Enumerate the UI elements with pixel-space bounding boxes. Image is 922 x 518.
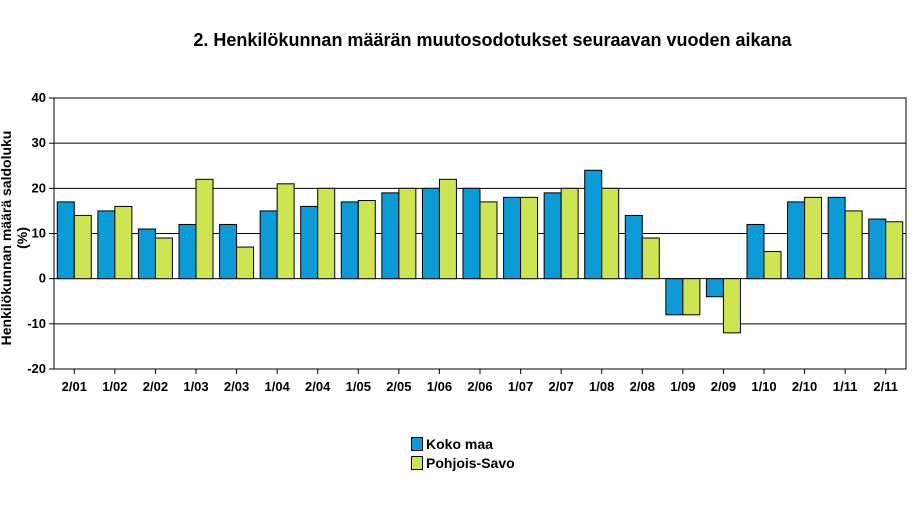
bar-pohjois-savo bbox=[114, 205, 133, 280]
x-tick-label: 1/04 bbox=[264, 379, 290, 394]
bar-pohjois-savo bbox=[844, 210, 863, 280]
bar-koko-maa bbox=[827, 196, 846, 280]
x-tick-label: 2/10 bbox=[792, 379, 817, 394]
bar-pohjois-savo bbox=[154, 237, 173, 280]
x-tick-label: 2/01 bbox=[62, 379, 87, 394]
bar-koko-maa bbox=[381, 192, 400, 280]
x-tick-label: 1/05 bbox=[346, 379, 371, 394]
bar-pohjois-savo bbox=[438, 178, 457, 280]
bar-koko-maa bbox=[340, 201, 359, 280]
bar-pohjois-savo bbox=[682, 278, 701, 316]
y-tick-label: 10 bbox=[32, 226, 46, 241]
bar-pohjois-savo bbox=[885, 221, 904, 280]
bar-koko-maa bbox=[219, 223, 238, 280]
y-tick-label: 40 bbox=[32, 90, 46, 105]
x-tick-label: 2/09 bbox=[711, 379, 736, 394]
bar-pohjois-savo bbox=[195, 178, 214, 280]
bar-koko-maa bbox=[503, 196, 522, 280]
legend-swatch bbox=[411, 455, 423, 470]
bar-koko-maa bbox=[462, 187, 481, 280]
bar-pohjois-savo bbox=[520, 196, 539, 280]
bar-pohjois-savo bbox=[560, 187, 579, 280]
x-tick-label: 1/08 bbox=[589, 379, 614, 394]
bar-koko-maa bbox=[624, 214, 643, 280]
bar-pohjois-savo bbox=[641, 237, 660, 280]
x-tick-label: 2/11 bbox=[873, 379, 898, 394]
bar-pohjois-savo bbox=[804, 196, 823, 280]
x-tick-label: 2/06 bbox=[467, 379, 492, 394]
x-tick-label: 1/06 bbox=[427, 379, 452, 394]
bar-koko-maa bbox=[56, 201, 75, 280]
bar-koko-maa bbox=[421, 187, 440, 280]
bar-pohjois-savo bbox=[398, 187, 417, 280]
bar-koko-maa bbox=[178, 223, 197, 280]
y-tick-label: 30 bbox=[32, 135, 46, 150]
legend-label: Koko maa bbox=[426, 435, 493, 452]
bar-koko-maa bbox=[137, 228, 156, 280]
chart-title: 2. Henkilökunnan määrän muutosodotukset … bbox=[193, 30, 792, 50]
x-tick-label: 1/07 bbox=[508, 379, 533, 394]
legend: Koko maa Pohjois-Savo bbox=[411, 434, 515, 472]
legend-label: Pohjois-Savo bbox=[426, 454, 515, 471]
y-tick-label: -10 bbox=[27, 316, 46, 331]
x-tick-label: 2/04 bbox=[305, 379, 331, 394]
x-tick-label: 2/02 bbox=[143, 379, 168, 394]
x-tick-label: 1/09 bbox=[670, 379, 695, 394]
bar-pohjois-savo bbox=[601, 187, 620, 280]
y-tick-label: -20 bbox=[27, 361, 46, 376]
bar-koko-maa bbox=[584, 169, 603, 280]
x-tick-label: 2/08 bbox=[630, 379, 655, 394]
bar-koko-maa bbox=[746, 223, 765, 280]
bar-pohjois-savo bbox=[763, 251, 782, 280]
bar-koko-maa bbox=[97, 210, 116, 280]
bar-pohjois-savo bbox=[357, 200, 376, 280]
bar-koko-maa bbox=[868, 218, 887, 280]
y-tick-label: 0 bbox=[39, 271, 46, 286]
x-tick-label: 1/02 bbox=[102, 379, 127, 394]
bar-pohjois-savo bbox=[722, 278, 741, 334]
bar-koko-maa bbox=[300, 205, 319, 280]
x-tick-label: 2/07 bbox=[548, 379, 573, 394]
bar-koko-maa bbox=[787, 201, 806, 280]
bar-koko-maa bbox=[665, 278, 684, 316]
bar-koko-maa bbox=[705, 278, 724, 298]
x-tick-label: 2/03 bbox=[224, 379, 249, 394]
x-tick-label: 1/10 bbox=[751, 379, 776, 394]
plot-frame bbox=[53, 97, 907, 370]
x-tick-label: 1/03 bbox=[183, 379, 208, 394]
bar-koko-maa bbox=[543, 192, 562, 280]
bar-pohjois-savo bbox=[317, 187, 336, 280]
x-tick-label: 2/05 bbox=[386, 379, 411, 394]
legend-item-koko-maa: Koko maa bbox=[411, 434, 515, 453]
legend-swatch bbox=[411, 436, 423, 451]
bar-pohjois-savo bbox=[73, 214, 92, 280]
bar-pohjois-savo bbox=[479, 201, 498, 280]
bar-pohjois-savo bbox=[236, 246, 255, 280]
legend-item-pohjois-savo: Pohjois-Savo bbox=[411, 453, 515, 472]
x-tick-label: 1/11 bbox=[833, 379, 858, 394]
bar-koko-maa bbox=[259, 210, 278, 280]
y-tick-label: 20 bbox=[32, 180, 46, 195]
bar-pohjois-savo bbox=[276, 183, 295, 280]
